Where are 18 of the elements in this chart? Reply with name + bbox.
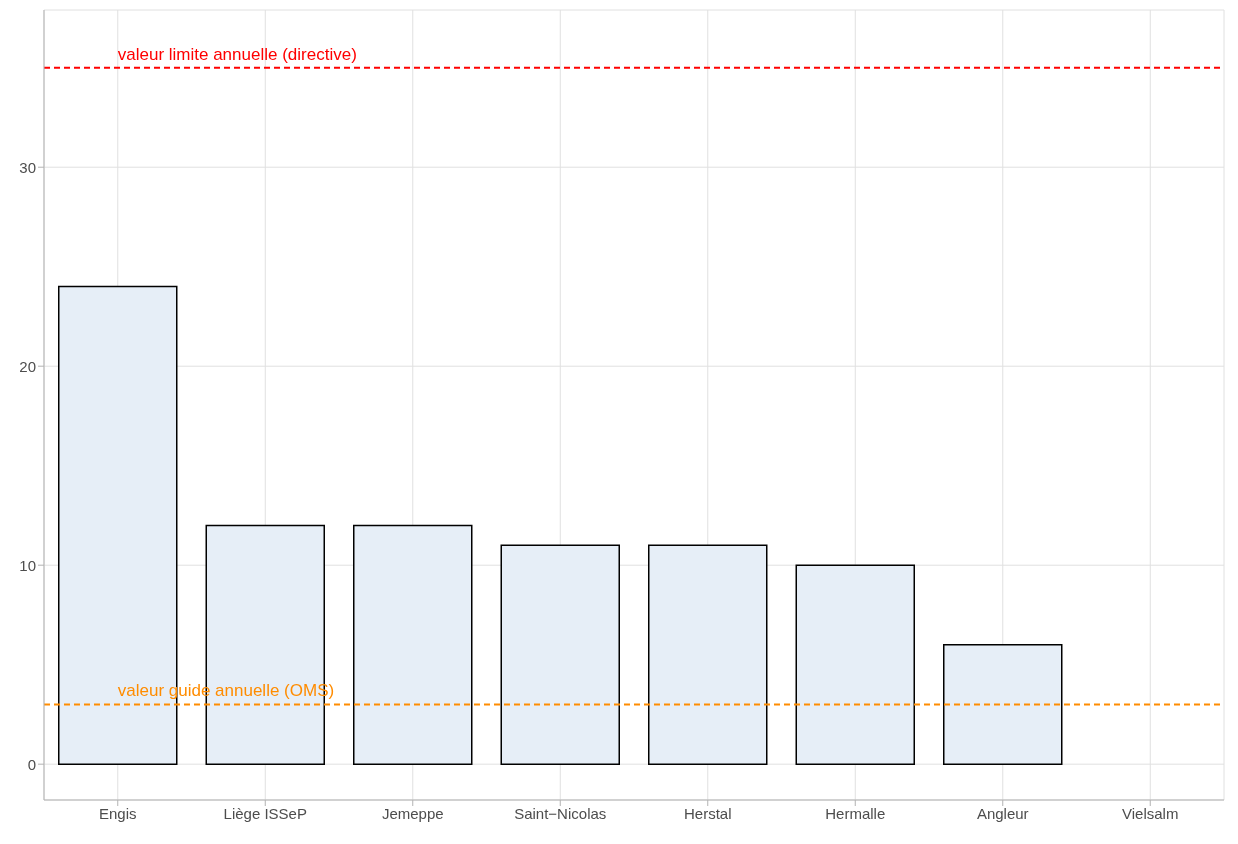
x-tick-label: Vielsalm	[1122, 804, 1179, 822]
x-tick-label: Angleur	[976, 804, 1029, 822]
x-tick-label: Jemeppe	[381, 804, 444, 822]
bar	[943, 644, 1063, 765]
bar	[795, 564, 915, 765]
bar	[648, 544, 768, 765]
y-tick-label: 0	[27, 755, 36, 773]
y-tick-label: 30	[19, 158, 36, 176]
bar	[500, 544, 620, 765]
x-tick-label: Engis	[98, 804, 137, 822]
bar	[353, 524, 473, 765]
x-tick-label: Hermalle	[825, 804, 886, 822]
x-tick-label: Herstal	[683, 804, 732, 822]
x-tick-label: Saint−Nicolas	[514, 804, 607, 822]
y-tick-label: 20	[19, 357, 36, 375]
ref-line-label: valeur limite annuelle (directive)	[117, 44, 357, 64]
y-tick-label: 10	[19, 556, 36, 574]
x-tick-label: Liège ISSeP	[223, 804, 307, 822]
